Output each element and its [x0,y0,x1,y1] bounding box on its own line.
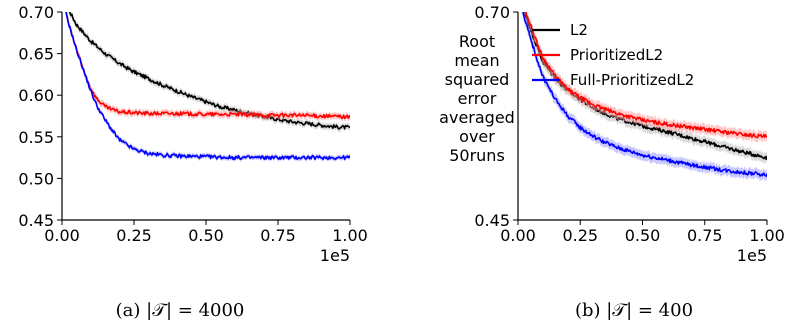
x-tick-label: 0.50 [188,226,224,245]
x-tick-label: 0.00 [500,226,536,245]
series-band-prioritizedl2 [523,12,767,143]
x-tick-label: 1.00 [332,226,368,245]
plot-area [521,12,767,182]
x-tick-label: 1.00 [749,226,785,245]
x-tick-label: 0.75 [260,226,296,245]
series-line-full-prioritizedl2 [522,12,767,177]
y-tick-label: 0.45 [474,211,510,230]
series-line-prioritizedl2 [65,12,350,120]
x-tick-label: 0.50 [625,226,661,245]
series-band-full-prioritizedl2 [65,12,350,162]
x-tick-label: 0.25 [562,226,598,245]
x-offset-label: 1e5 [737,246,767,265]
y-tick-label: 0.45 [18,211,54,230]
legend-label: Full-PrioritizedL2 [570,71,694,89]
legend-label: PrioritizedL2 [570,46,663,64]
series-line-l2 [68,12,350,130]
y-axis-label: Root mean squared error averaged over 50runs [439,32,515,165]
legend: L2 PrioritizedL2 Full-PrioritizedL2 [532,21,694,89]
x-tick-label: 0.00 [44,226,80,245]
y-tick-label: 0.60 [18,86,54,105]
x-offset-label: 1e5 [320,246,350,265]
y-tick-label: 0.50 [18,169,54,188]
legend-label: L2 [570,21,588,39]
series-line-full-prioritizedl2 [65,12,350,161]
subfigure-caption: (a) |𝒯| = 4000 [116,300,245,321]
y-tick-label: 0.70 [18,3,54,22]
x-tick-label: 0.75 [687,226,723,245]
y-tick-label: 0.70 [474,3,510,22]
plot-area [65,12,350,162]
subfigure-caption: (b) |𝒯| = 400 [575,300,693,321]
x-tick-label: 0.25 [116,226,152,245]
y-tick-label: 0.65 [18,45,54,64]
series-band-l2 [522,12,767,165]
y-tick-label: 0.55 [18,128,54,147]
